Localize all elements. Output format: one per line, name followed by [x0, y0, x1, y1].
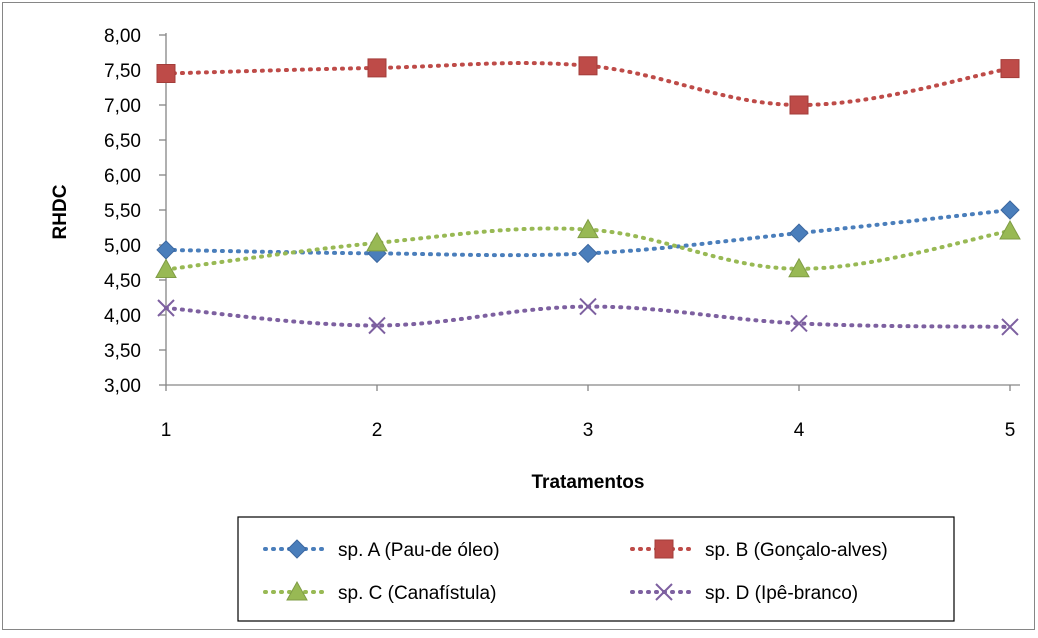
series-2: [156, 56, 1020, 115]
legend-swatch-marker: [655, 583, 673, 601]
data-point: [368, 316, 386, 335]
y-tick-label: 6,00: [104, 166, 141, 187]
data-point: [789, 223, 809, 243]
x-axis-title: Tratamentos: [532, 472, 645, 493]
series-layer: [155, 56, 1021, 336]
data-point: [367, 58, 387, 78]
legend-label: sp. C (Canafístula): [338, 583, 496, 604]
y-tick-label: 5,00: [104, 236, 141, 257]
y-tick-label: 6,50: [104, 131, 141, 152]
legend-item: sp. D (Ipê-branco): [630, 583, 858, 604]
x-tick-label: 4: [794, 420, 805, 441]
y-axis-title: RHDC: [50, 184, 71, 239]
data-point: [579, 297, 597, 316]
legend-swatch-marker: [287, 539, 307, 559]
axes: 3,00 3,50 4,00 4,50 5,00 5,50 6,00 6,50 7,00 7,50…: [104, 26, 1020, 441]
data-point: [578, 56, 598, 76]
x-tick-label: 1: [161, 420, 172, 441]
series-4: [157, 297, 1019, 336]
data-point: [157, 299, 175, 317]
y-tick-label: 5,50: [104, 201, 141, 222]
legend-swatch-marker: [286, 580, 308, 601]
data-point: [1000, 59, 1020, 79]
legend-label: sp. A (Pau-de óleo): [338, 540, 500, 561]
y-tick-label: 4,00: [104, 306, 141, 327]
data-point: [789, 95, 809, 115]
legend-box: [237, 516, 955, 622]
data-point: [790, 314, 808, 333]
legend: sp. A (Pau-de óleo) sp. B (Gonçalo-alves)…: [237, 516, 955, 622]
legend-label: sp. D (Ipê-branco): [705, 583, 858, 604]
series-3: [155, 218, 1021, 278]
legend-item: sp. A (Pau-de óleo): [263, 539, 500, 561]
data-point: [577, 218, 599, 239]
data-point: [999, 219, 1021, 240]
legend-item: sp. B (Gonçalo-alves): [630, 539, 888, 561]
data-point: [155, 258, 177, 278]
x-tick-label: 3: [583, 420, 594, 441]
y-tick-label: 4,50: [104, 271, 141, 292]
x-tick-label: 2: [372, 420, 383, 441]
y-tick-label: 3,00: [104, 376, 141, 397]
data-point: [366, 231, 388, 252]
data-point: [1001, 318, 1019, 336]
legend-swatch-marker: [654, 539, 674, 559]
data-point: [156, 64, 176, 83]
legend-label: sp. B (Gonçalo-alves): [705, 540, 888, 561]
legend-item: sp. C (Canafístula): [263, 580, 496, 604]
data-point: [578, 243, 598, 264]
y-tick-label: 8,00: [104, 26, 141, 47]
data-point: [788, 257, 810, 278]
data-point: [1000, 200, 1020, 220]
y-tick-label: 3,50: [104, 341, 141, 362]
y-tick-label: 7,50: [104, 61, 141, 82]
y-tick-label: 7,00: [104, 96, 141, 117]
x-tick-label: 5: [1005, 420, 1016, 441]
